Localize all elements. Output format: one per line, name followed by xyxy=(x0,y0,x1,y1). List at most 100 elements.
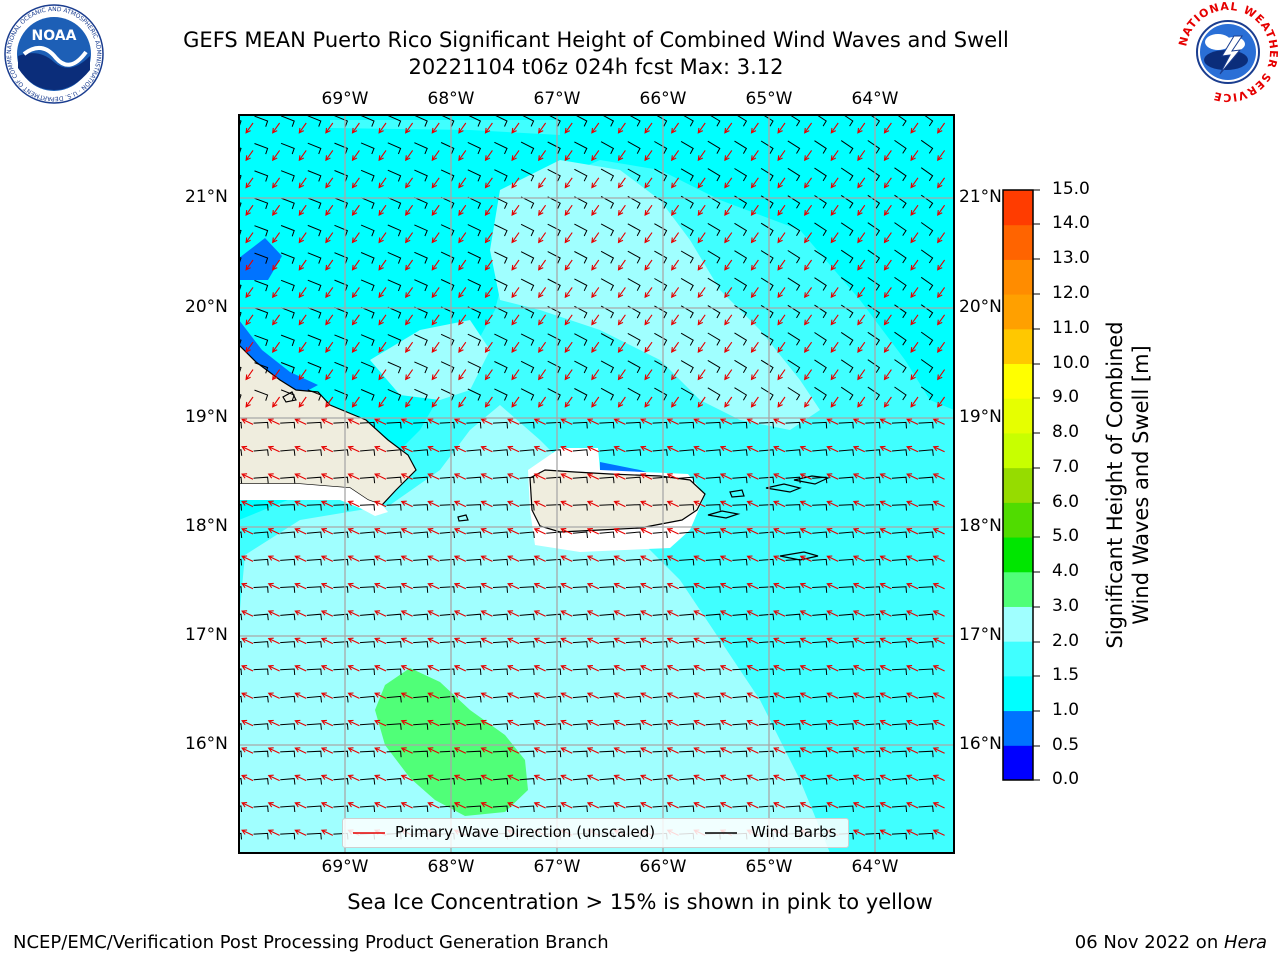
wave-direction-arrow xyxy=(617,177,626,189)
wave-direction-arrow xyxy=(804,314,813,326)
wind-barb xyxy=(492,750,508,758)
wind-barb xyxy=(359,586,375,593)
wave-direction-arrow xyxy=(617,232,626,244)
wind-barb xyxy=(254,307,269,319)
wave-direction-arrow xyxy=(458,232,467,244)
wind-barb xyxy=(865,750,881,758)
wave-direction-arrow xyxy=(830,177,839,189)
wave-direction-arrow xyxy=(533,582,546,590)
wind-barb xyxy=(814,167,827,182)
wave-direction-arrow xyxy=(724,314,733,326)
wave-direction-arrow xyxy=(480,582,493,590)
wind-barb xyxy=(333,805,349,813)
wind-barb xyxy=(280,279,295,292)
wind-barb xyxy=(652,421,668,429)
wind-barb xyxy=(466,805,482,813)
wave-direction-arrow xyxy=(804,369,813,381)
wave-direction-arrow xyxy=(906,665,919,672)
wind-barb xyxy=(359,723,376,730)
svg-text:NOAA: NOAA xyxy=(32,28,77,44)
wind-barb xyxy=(734,277,748,291)
wind-barb xyxy=(360,531,376,539)
wind-barb xyxy=(865,668,881,676)
wave-direction-arrow xyxy=(431,314,440,326)
wind-barb xyxy=(732,723,748,730)
wind-barb xyxy=(546,805,562,813)
wind-barb xyxy=(707,222,721,237)
wind-barb xyxy=(386,750,402,758)
wind-barb xyxy=(707,168,721,182)
wind-barb xyxy=(440,142,455,155)
wave-direction-arrow xyxy=(458,369,467,381)
wind-barb xyxy=(920,386,934,401)
wave-direction-arrow xyxy=(538,396,547,408)
wave-direction-arrow xyxy=(511,396,520,408)
wind-barb xyxy=(306,531,322,539)
wave-direction-arrow xyxy=(378,232,387,244)
wind-barb xyxy=(918,586,934,593)
wave-direction-arrow xyxy=(671,314,680,326)
wind-barb xyxy=(334,279,349,292)
wind-barb xyxy=(865,641,881,648)
wind-barb xyxy=(519,421,535,429)
wave-direction-arrow xyxy=(724,287,733,299)
colorbar-segment xyxy=(1003,432,1033,469)
wave-direction-arrow xyxy=(830,232,839,244)
wave-direction-arrow xyxy=(724,232,733,244)
wind-barb xyxy=(440,251,455,264)
colorbar-tick-label: 2.0 xyxy=(1052,631,1080,651)
wave-direction-arrow xyxy=(799,445,812,453)
wave-direction-arrow xyxy=(906,418,919,425)
wave-direction-arrow xyxy=(294,473,307,480)
wind-barb xyxy=(280,225,295,237)
wave-direction-arrow xyxy=(746,665,759,672)
wave-direction-arrow xyxy=(932,473,945,480)
wind-barb xyxy=(413,613,429,621)
wave-direction-arrow xyxy=(666,692,679,699)
wave-direction-arrow xyxy=(777,396,786,408)
wind-barb xyxy=(414,115,428,127)
wave-direction-arrow xyxy=(453,774,467,782)
wind-barb xyxy=(413,695,429,703)
wind-barb xyxy=(254,334,269,347)
wave-direction-arrow xyxy=(400,555,413,562)
wave-direction-arrow xyxy=(267,445,280,453)
wind-barb xyxy=(707,140,721,154)
wave-direction-arrow xyxy=(347,719,360,727)
wind-barb xyxy=(280,334,295,347)
wave-direction-arrow xyxy=(852,582,866,590)
wave-direction-arrow xyxy=(511,369,520,381)
wind-barb xyxy=(680,277,694,291)
wave-direction-arrow xyxy=(693,610,706,617)
wind-barb xyxy=(467,251,482,264)
wave-direction-arrow xyxy=(484,341,493,353)
wind-barb xyxy=(386,586,402,593)
wave-direction-arrow xyxy=(560,719,573,727)
wave-direction-arrow xyxy=(378,259,387,271)
wave-direction-arrow xyxy=(533,445,546,453)
wave-direction-arrows xyxy=(241,122,946,836)
wave-direction-arrow xyxy=(400,665,413,672)
wind-barb xyxy=(572,695,588,703)
wind-barb xyxy=(467,278,482,292)
wind-barb xyxy=(758,641,775,648)
wave-direction-arrow xyxy=(458,341,467,353)
wave-direction-arrow xyxy=(400,802,413,809)
wind-barb xyxy=(413,476,429,484)
wind-barb xyxy=(892,531,908,539)
wave-direction-arrow xyxy=(564,204,573,216)
wave-direction-arrow xyxy=(294,445,307,453)
wave-direction-arrow xyxy=(511,232,520,244)
wave-direction-arrow xyxy=(374,582,387,590)
wave-direction-arrow xyxy=(906,719,919,727)
wave-direction-arrow xyxy=(857,122,866,134)
wave-direction-arrow xyxy=(400,528,413,535)
wave-direction-arrow xyxy=(830,204,839,216)
wave-direction-arrow xyxy=(484,259,493,271)
wave-direction-arrow xyxy=(351,259,360,271)
wave-direction-arrow xyxy=(773,418,786,425)
wind-barb xyxy=(360,334,375,346)
wind-barb xyxy=(546,668,562,676)
wind-barb xyxy=(708,115,721,127)
